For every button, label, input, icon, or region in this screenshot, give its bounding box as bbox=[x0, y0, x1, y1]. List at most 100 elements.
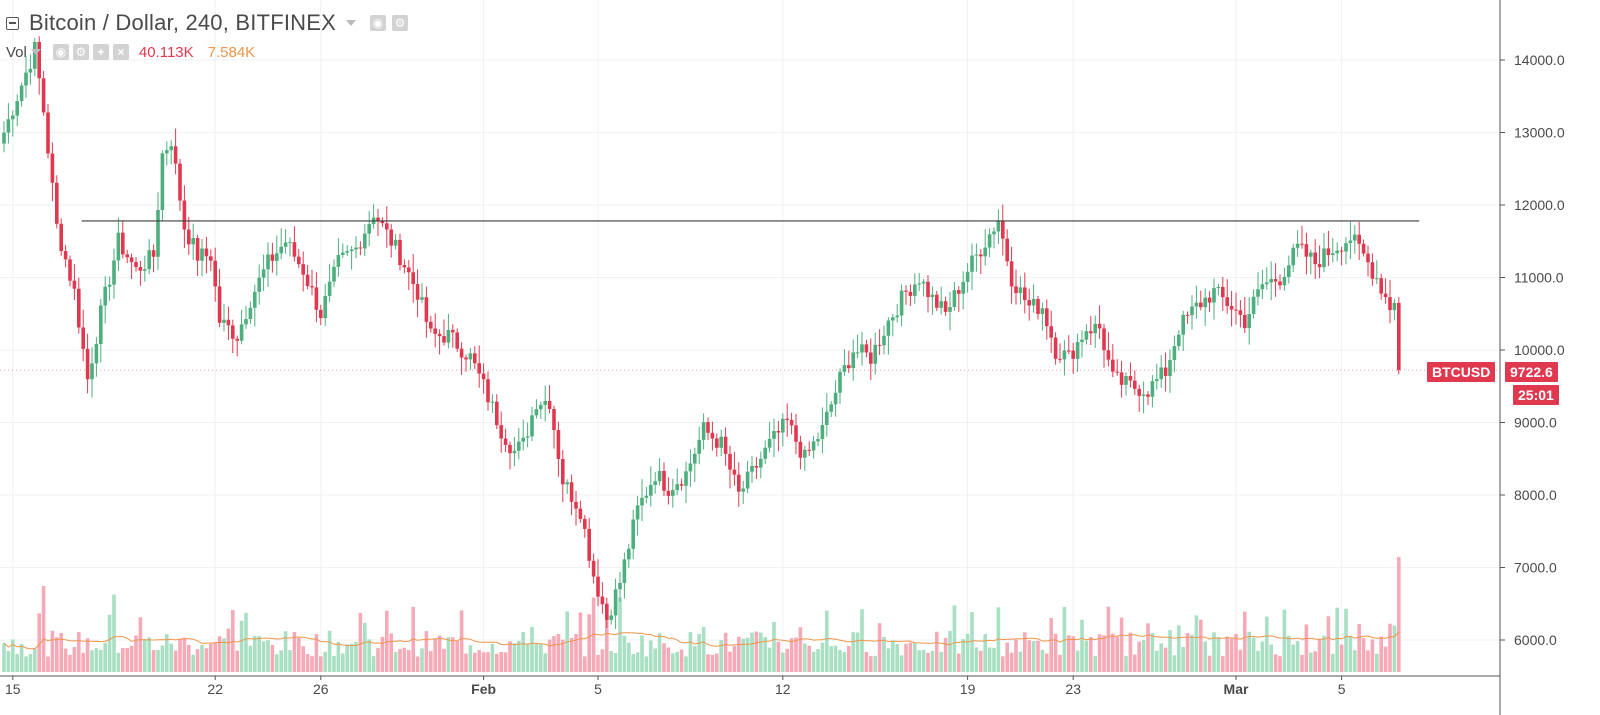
volume-bar bbox=[257, 635, 261, 672]
candle-body bbox=[644, 495, 649, 498]
volume-bar bbox=[156, 649, 160, 672]
volume-bar bbox=[1199, 619, 1203, 672]
collapse-icon[interactable] bbox=[6, 16, 19, 30]
candle bbox=[974, 243, 979, 272]
symbol-price-tag: BTCUSD bbox=[1427, 362, 1496, 382]
candle bbox=[917, 273, 921, 292]
candle-body bbox=[459, 348, 464, 358]
volume-add-icon[interactable]: + bbox=[92, 44, 109, 60]
candle bbox=[239, 309, 244, 345]
candle-body bbox=[635, 505, 640, 520]
volume-bar bbox=[591, 597, 596, 672]
candle-body bbox=[547, 400, 552, 409]
price-tick-label: 9000.0 bbox=[1514, 415, 1557, 431]
candle bbox=[112, 248, 116, 299]
candle bbox=[59, 218, 63, 256]
candle-body bbox=[1067, 350, 1071, 352]
time-tick-label: 19 bbox=[960, 681, 976, 697]
volume-bar bbox=[455, 641, 459, 672]
candle bbox=[261, 254, 266, 292]
candle-body bbox=[847, 365, 851, 369]
candle bbox=[301, 251, 305, 292]
candle-body bbox=[55, 182, 59, 224]
candle bbox=[1177, 330, 1181, 351]
candle bbox=[1106, 332, 1111, 367]
candle bbox=[517, 427, 521, 460]
candle-body bbox=[151, 250, 156, 257]
candle bbox=[424, 286, 429, 338]
candle bbox=[415, 269, 420, 318]
candle bbox=[195, 234, 200, 276]
candle-body bbox=[1375, 278, 1379, 280]
candle-body bbox=[860, 344, 864, 353]
volume-bar bbox=[68, 654, 72, 672]
candle bbox=[574, 490, 578, 526]
candle bbox=[297, 248, 301, 269]
volume-bar bbox=[1229, 638, 1234, 672]
candle bbox=[847, 350, 851, 373]
candle bbox=[1282, 267, 1287, 291]
candle-body bbox=[473, 353, 477, 364]
candle-body bbox=[499, 425, 503, 439]
volume-bar bbox=[270, 644, 275, 672]
volume-label[interactable]: Vol bbox=[6, 43, 27, 61]
candle bbox=[376, 209, 380, 236]
candle bbox=[1265, 267, 1269, 290]
volume-bar bbox=[336, 641, 341, 672]
volume-close-icon[interactable]: × bbox=[112, 44, 129, 60]
candle-body bbox=[319, 309, 323, 319]
volume-gear-icon[interactable]: ⚙ bbox=[72, 44, 89, 60]
candle bbox=[679, 478, 684, 491]
volume-bar bbox=[398, 648, 402, 672]
candle-body bbox=[415, 284, 420, 300]
candle bbox=[1344, 237, 1348, 265]
volume-chevron-icon[interactable] bbox=[30, 49, 41, 55]
candle bbox=[622, 552, 627, 599]
price-tick-label: 10000.0 bbox=[1514, 342, 1565, 358]
candle-body bbox=[424, 297, 429, 322]
volume-bar bbox=[578, 612, 583, 672]
candle-body bbox=[99, 305, 103, 344]
volume-bar bbox=[85, 638, 90, 672]
candle bbox=[314, 272, 319, 323]
candle-body bbox=[763, 447, 767, 459]
candle bbox=[393, 234, 398, 250]
chevron-down-icon[interactable] bbox=[345, 20, 356, 26]
candle-body bbox=[1115, 371, 1119, 373]
volume-bar bbox=[957, 653, 961, 672]
candle bbox=[631, 509, 635, 559]
candle bbox=[583, 515, 587, 538]
candle bbox=[979, 248, 983, 275]
candle bbox=[336, 238, 341, 277]
volume-bar bbox=[63, 648, 68, 672]
candle bbox=[512, 436, 517, 467]
volume-bar bbox=[55, 637, 59, 672]
volume-bar bbox=[979, 650, 983, 672]
price-tick-label: 11000.0 bbox=[1514, 270, 1564, 286]
symbol-title[interactable]: Bitcoin / Dollar, 240, BITFINEX bbox=[29, 10, 336, 35]
candle-body bbox=[1313, 252, 1317, 265]
volume-bar bbox=[15, 654, 19, 672]
candle bbox=[706, 417, 710, 441]
candle-body bbox=[138, 267, 143, 271]
candle bbox=[627, 543, 631, 568]
volume-bar bbox=[825, 610, 829, 672]
eye-icon[interactable]: ◉ bbox=[369, 15, 386, 31]
volume-bar bbox=[429, 651, 433, 672]
volume-bar bbox=[2, 643, 6, 672]
candle bbox=[701, 413, 706, 450]
candle bbox=[253, 284, 257, 327]
candle bbox=[1366, 245, 1370, 277]
candle bbox=[715, 433, 719, 457]
volume-eye-icon[interactable]: ◉ bbox=[52, 44, 69, 60]
candle-body bbox=[121, 232, 125, 255]
candle bbox=[855, 334, 860, 359]
candle bbox=[385, 206, 389, 248]
gear-icon[interactable]: ⚙ bbox=[391, 15, 408, 31]
volume-bar bbox=[935, 631, 939, 672]
candle-body bbox=[873, 344, 877, 364]
volume-bar bbox=[1177, 625, 1181, 672]
volume-bar bbox=[103, 642, 107, 672]
candle bbox=[820, 407, 825, 454]
